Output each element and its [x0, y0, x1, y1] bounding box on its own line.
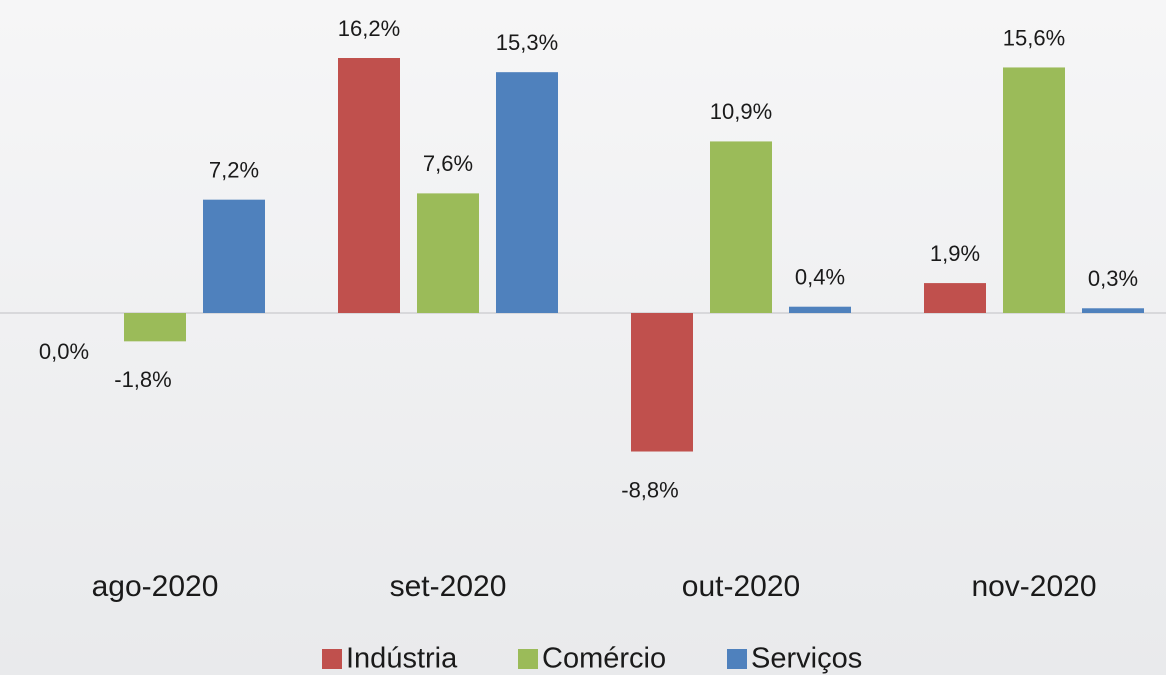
bar — [1003, 67, 1065, 314]
data-label: 10,9% — [710, 99, 772, 124]
legend-swatch — [518, 649, 538, 669]
data-label: 0,3% — [1088, 266, 1138, 291]
data-label: -1,8% — [114, 367, 171, 392]
bar — [338, 58, 400, 314]
bar — [1082, 308, 1144, 313]
bar — [496, 72, 558, 313]
x-tick-label: out-2020 — [682, 570, 800, 603]
legend-label: Comércio — [542, 643, 666, 675]
data-label: 0,4% — [795, 265, 845, 290]
data-label: 7,2% — [209, 157, 259, 182]
bar — [203, 199, 265, 313]
data-label: 15,3% — [496, 30, 558, 55]
data-label: 0,0% — [39, 339, 89, 364]
bar — [631, 313, 693, 452]
data-label: -8,8% — [621, 477, 678, 502]
legend-swatch — [322, 649, 342, 669]
legend-label: Indústria — [346, 643, 458, 675]
x-tick-label: nov-2020 — [971, 570, 1096, 603]
data-label: 7,6% — [423, 151, 473, 176]
data-label: 16,2% — [338, 16, 400, 41]
data-label: 1,9% — [930, 241, 980, 266]
x-tick-label: set-2020 — [390, 570, 507, 603]
legend-label: Serviços — [751, 643, 862, 675]
x-tick-label: ago-2020 — [92, 570, 219, 603]
bar — [924, 283, 986, 313]
bar — [124, 313, 186, 342]
bar — [710, 141, 772, 313]
bar — [789, 306, 851, 313]
legend-swatch — [727, 649, 747, 669]
data-label: 15,6% — [1003, 25, 1065, 50]
bar — [417, 193, 479, 313]
